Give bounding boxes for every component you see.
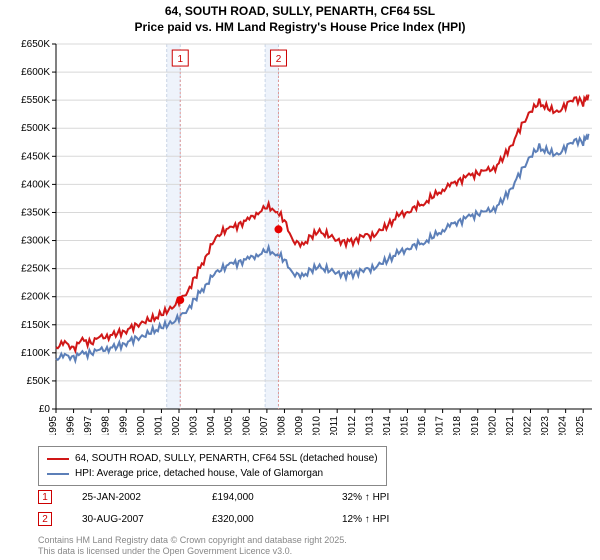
svg-text:£450K: £450K: [21, 151, 50, 162]
svg-text:£350K: £350K: [21, 207, 50, 218]
svg-text:1995: 1995: [48, 416, 59, 435]
legend-label-1: 64, SOUTH ROAD, SULLY, PENARTH, CF64 5SL…: [75, 451, 378, 466]
svg-text:2: 2: [276, 54, 282, 65]
svg-text:2025: 2025: [575, 416, 586, 435]
annotation-change-2: 12% ↑ HPI: [342, 514, 442, 525]
attribution-line1: Contains HM Land Registry data © Crown c…: [38, 535, 347, 547]
svg-text:2011: 2011: [329, 416, 340, 435]
svg-text:2009: 2009: [294, 416, 305, 435]
svg-text:1996: 1996: [66, 416, 77, 435]
svg-text:2020: 2020: [487, 416, 498, 435]
annotation-date-2: 30-AUG-2007: [82, 514, 182, 525]
legend-swatch-2: [47, 473, 69, 475]
svg-text:2012: 2012: [347, 416, 358, 435]
svg-text:2018: 2018: [452, 416, 463, 435]
svg-text:1: 1: [177, 54, 183, 65]
chart-title-line2: Price paid vs. HM Land Registry's House …: [0, 20, 600, 36]
svg-text:2014: 2014: [382, 416, 393, 435]
annotation-date-1: 25-JAN-2002: [82, 492, 182, 503]
svg-text:2015: 2015: [399, 416, 410, 435]
svg-text:2000: 2000: [136, 416, 147, 435]
svg-text:2022: 2022: [522, 416, 533, 435]
svg-text:£400K: £400K: [21, 179, 50, 190]
svg-text:£150K: £150K: [21, 320, 50, 331]
chart-title-line1: 64, SOUTH ROAD, SULLY, PENARTH, CF64 5SL: [0, 0, 600, 20]
svg-text:£550K: £550K: [21, 95, 50, 106]
svg-text:2005: 2005: [224, 416, 235, 435]
svg-text:2021: 2021: [505, 416, 516, 435]
attribution: Contains HM Land Registry data © Crown c…: [38, 535, 347, 558]
svg-text:2007: 2007: [259, 416, 270, 435]
svg-text:£200K: £200K: [21, 292, 50, 303]
svg-text:2002: 2002: [171, 416, 182, 435]
legend-item-2: HPI: Average price, detached house, Vale…: [47, 466, 378, 481]
annotation-row-2: 2 30-AUG-2007 £320,000 12% ↑ HPI: [38, 512, 442, 526]
svg-text:2016: 2016: [417, 416, 428, 435]
annotation-price-2: £320,000: [212, 514, 312, 525]
chart-plot-area: £0 £50K £100K £150K £200K £250K £300K £350K £400…: [0, 40, 600, 435]
line-chart-svg: £0 £50K £100K £150K £200K £250K £300K £350K £400…: [0, 40, 600, 435]
annotation-row-1: 1 25-JAN-2002 £194,000 32% ↑ HPI: [38, 490, 442, 504]
annotation-marker-2: 2: [38, 512, 52, 526]
svg-text:2017: 2017: [435, 416, 446, 435]
svg-text:£50K: £50K: [27, 376, 51, 387]
legend-swatch-1: [47, 458, 69, 460]
legend-item-1: 64, SOUTH ROAD, SULLY, PENARTH, CF64 5SL…: [47, 451, 378, 466]
svg-text:2010: 2010: [312, 416, 323, 435]
svg-text:2023: 2023: [540, 416, 551, 435]
svg-text:£300K: £300K: [21, 236, 50, 247]
svg-text:2006: 2006: [241, 416, 252, 435]
svg-text:2024: 2024: [558, 416, 569, 435]
svg-text:1997: 1997: [83, 416, 94, 435]
svg-text:2008: 2008: [276, 416, 287, 435]
svg-text:£250K: £250K: [21, 264, 50, 275]
svg-text:1999: 1999: [118, 416, 129, 435]
svg-text:2004: 2004: [206, 416, 217, 435]
svg-text:£100K: £100K: [21, 348, 50, 359]
legend-label-2: HPI: Average price, detached house, Vale…: [75, 466, 323, 481]
svg-text:£650K: £650K: [21, 40, 50, 50]
annotation-change-1: 32% ↑ HPI: [342, 492, 442, 503]
annotation-marker-1: 1: [38, 490, 52, 504]
svg-text:1998: 1998: [101, 416, 112, 435]
svg-text:£0: £0: [39, 404, 51, 415]
annotation-price-1: £194,000: [212, 492, 312, 503]
svg-text:2003: 2003: [189, 416, 200, 435]
svg-text:£500K: £500K: [21, 123, 50, 134]
chart-container: 64, SOUTH ROAD, SULLY, PENARTH, CF64 5SL…: [0, 0, 600, 560]
legend: 64, SOUTH ROAD, SULLY, PENARTH, CF64 5SL…: [38, 446, 387, 486]
svg-text:2019: 2019: [470, 416, 481, 435]
svg-text:2001: 2001: [153, 416, 164, 435]
svg-text:2013: 2013: [364, 416, 375, 435]
svg-text:£600K: £600K: [21, 67, 50, 78]
attribution-line2: This data is licensed under the Open Gov…: [38, 546, 347, 558]
